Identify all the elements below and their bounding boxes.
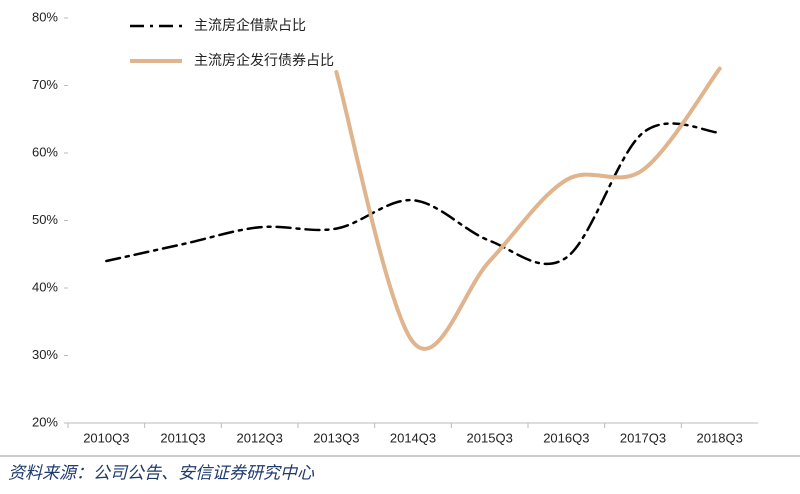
- x-tick-label: 2014Q3: [390, 430, 436, 445]
- x-tick-label: 2012Q3: [237, 430, 283, 445]
- y-tick-label: 80%: [32, 9, 58, 24]
- x-tick-label: 2018Q3: [697, 430, 743, 445]
- x-tick-label: 2016Q3: [543, 430, 589, 445]
- x-tick-label: 2011Q3: [160, 430, 205, 445]
- x-tick-label: 2017Q3: [620, 430, 666, 445]
- series-line: [105, 122, 721, 265]
- y-tick-label: 60%: [32, 144, 58, 159]
- legend-label: 主流房企发行债券占比: [194, 52, 334, 69]
- source-note: 资料来源：公司公告、安信证券研究中心: [8, 464, 315, 484]
- legend-label: 主流房企借款占比: [194, 17, 306, 34]
- y-tick-label: 30%: [32, 347, 58, 362]
- x-tick-label: 2010Q3: [83, 430, 129, 445]
- x-tick-label: 2013Q3: [313, 430, 359, 445]
- y-tick-label: 40%: [32, 279, 58, 294]
- x-tick-label: 2015Q3: [467, 430, 513, 445]
- y-tick-label: 20%: [32, 414, 58, 429]
- y-tick-label: 50%: [32, 212, 58, 227]
- series-line: [334, 66, 722, 351]
- y-tick-label: 70%: [32, 77, 58, 92]
